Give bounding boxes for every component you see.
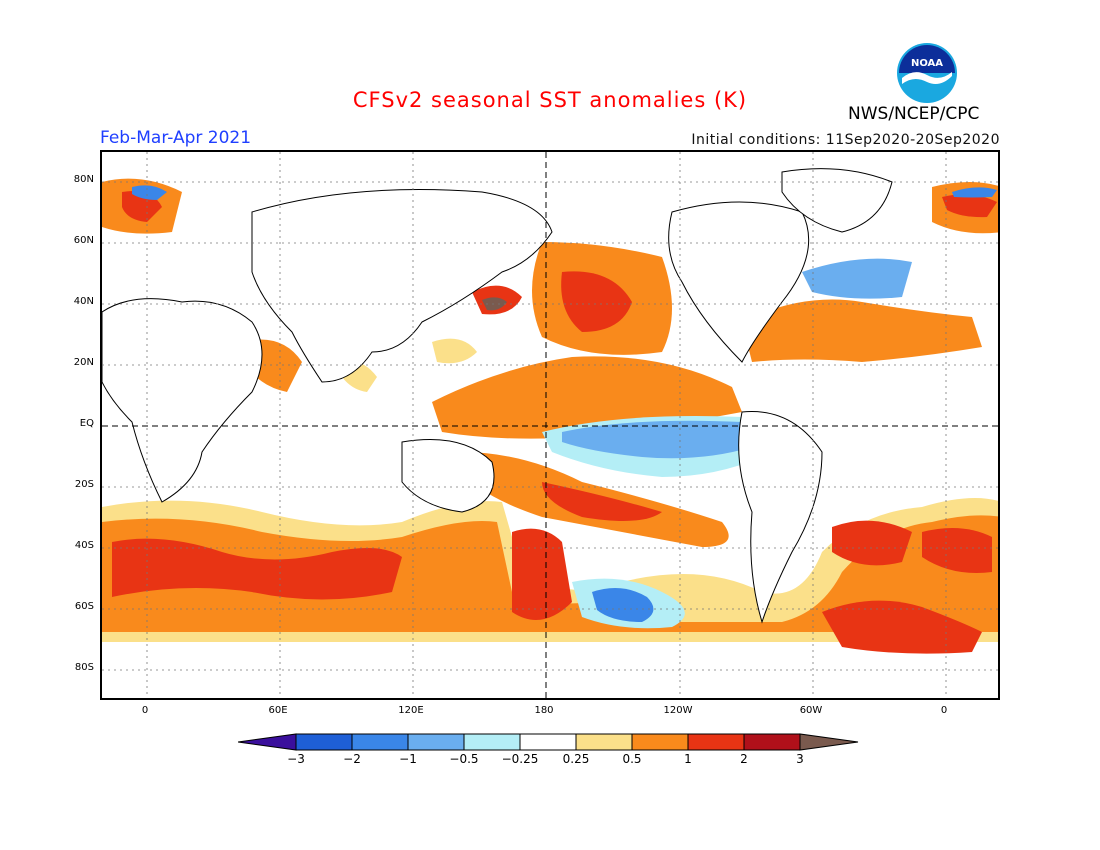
colorbar-label: 1 [684,752,692,766]
chart-title: CFSv2 seasonal SST anomalies (K) [352,88,748,112]
colorbar-cell [238,733,297,751]
lat-label: EQ [79,418,94,429]
colorbar-label: −3 [287,752,305,766]
pacific-anomalies [432,242,772,547]
graticule [102,152,998,698]
colorbar-label: −0.5 [449,752,479,766]
continents [102,168,893,624]
colorbar-label: 2 [740,752,748,766]
initial-conditions: Initial conditions: 11Sep2020-20Sep2020 [691,132,1000,148]
colorbar-cell [799,733,859,751]
map-canvas [102,152,998,698]
southern-ocean-anomalies [102,498,998,654]
lat-label: 60S [74,601,94,612]
agency-label: NWS/NCEP/CPC [848,104,980,124]
colorbar-cell [295,733,353,751]
atlantic-indian-anomalies [102,178,998,392]
colorbar-cell [743,733,801,751]
colorbar-label: −1 [399,752,417,766]
noaa-logo: NOAA [897,43,957,103]
colorbar-label: −0.25 [501,752,539,766]
colorbar-cell [463,733,521,751]
sst-anomaly-map [100,150,1000,700]
colorbar-cell [407,733,465,751]
lat-label: 60N [73,235,94,246]
colorbar-label: 0.5 [622,752,642,766]
svg-text:NOAA: NOAA [911,58,943,69]
lon-label: 120E [398,705,424,716]
colorbar-cell [519,733,577,751]
colorbar-label: −2 [343,752,361,766]
lat-label: 20S [74,479,94,490]
equator-dateline [102,152,998,698]
lat-label: 40S [74,540,94,551]
colorbar-label: 3 [796,752,804,766]
colorbar [238,733,859,751]
lat-label: 40N [73,296,94,307]
lat-label: 80S [74,662,94,673]
colorbar-cell [631,733,689,751]
colorbar-label: 0.25 [562,752,590,766]
lon-label: 60E [268,705,288,716]
lat-label: 20N [73,357,94,368]
colorbar-cell [575,733,633,751]
lon-label: 0 [141,705,149,716]
colorbar-cell [351,733,409,751]
colorbar-cell [687,733,745,751]
lon-label: 180 [534,705,554,716]
forecast-period: Feb-Mar-Apr 2021 [100,128,252,148]
lon-label: 0 [940,705,948,716]
lon-label: 60W [799,705,823,716]
lat-label: 80N [73,174,94,185]
lon-label: 120W [663,705,693,716]
